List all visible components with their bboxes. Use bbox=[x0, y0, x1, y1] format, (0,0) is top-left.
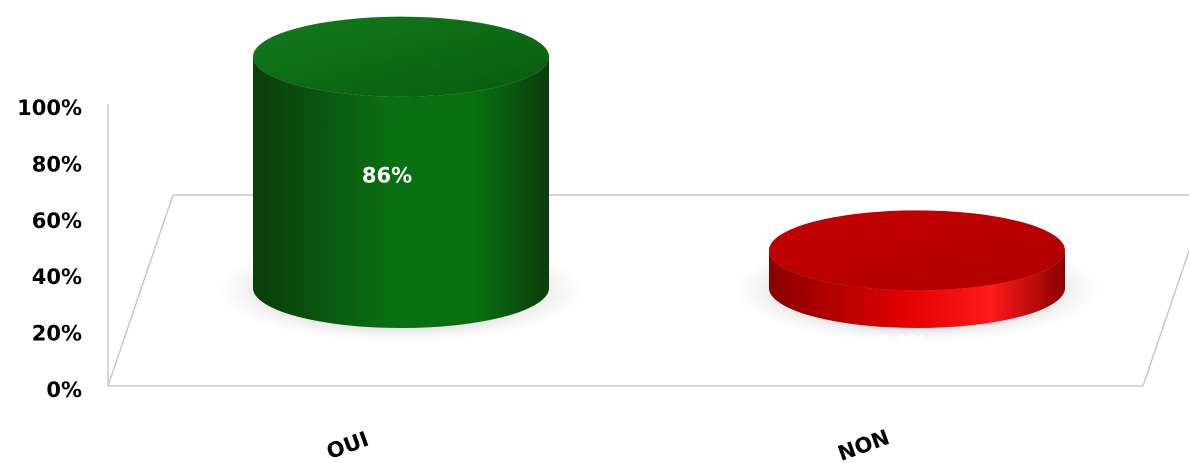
y-axis: 0% 20% 40% 60% 80% 100% bbox=[17, 96, 82, 402]
y-tick-label: 20% bbox=[32, 322, 82, 346]
category-labels: OUI NON bbox=[323, 425, 892, 463]
floor-right-edge bbox=[1142, 248, 1189, 387]
y-tick-label: 40% bbox=[32, 265, 82, 289]
x-category-label: OUI bbox=[323, 427, 371, 463]
bar-oui: 86% bbox=[205, 16, 597, 346]
y-tick-label: 0% bbox=[46, 378, 82, 402]
bar-non: 14% bbox=[721, 210, 1113, 355]
floor-left-edge bbox=[107, 194, 174, 387]
x-category-label: NON bbox=[835, 425, 893, 463]
data-label: 86% bbox=[362, 163, 412, 187]
bar-top-cap bbox=[253, 16, 549, 97]
y-tick-label: 80% bbox=[32, 152, 82, 176]
bar-top-cap bbox=[769, 210, 1065, 291]
bars: 86% 14% bbox=[205, 16, 1113, 355]
y-tick-label: 60% bbox=[32, 209, 82, 233]
y-tick-label: 100% bbox=[17, 96, 82, 120]
data-label: 14% bbox=[878, 331, 928, 355]
bar-body bbox=[769, 250, 1065, 328]
bar-body bbox=[253, 56, 549, 328]
